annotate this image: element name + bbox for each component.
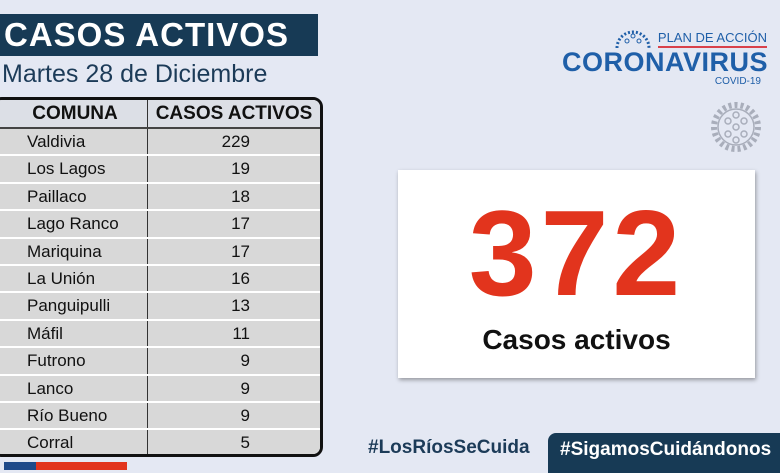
logo-sub: COVID-19 [714,76,761,87]
flag-stripe-red [36,462,127,470]
page-title: CASOS ACTIVOS [0,14,318,56]
casos-cell: 9 [240,378,250,398]
casos-cell: 13 [231,296,250,316]
table-row: Corral 5 [0,430,320,454]
casos-cell: 17 [231,241,250,261]
comuna-cell: Máfil [0,320,148,347]
flag-stripe-blue [4,462,36,470]
casos-cell: 16 [231,268,250,288]
casos-cell: 11 [232,323,250,343]
table-header: COMUNA CASOS ACTIVOS [0,100,320,129]
total-card: 372 Casos activos [398,170,755,378]
casos-cell: 19 [231,159,250,179]
comuna-cell: Mariquina [0,238,148,264]
comuna-cell: La Unión [0,265,148,292]
comuna-cell: Futrono [0,348,148,374]
table-row: Máfil 11 [0,320,320,349]
table-row: Lanco 9 [0,375,320,403]
coronavirus-logo: PLAN DE ACCIÓN CORONAVIRUS COVID-19 [562,26,769,87]
comuna-cell: Valdivia [0,129,148,155]
table-row: Valdivia 229 [0,129,320,157]
logo-plan: PLAN DE ACCIÓN [657,30,767,48]
casos-cell: 9 [240,351,250,371]
table-row: Río Bueno 9 [0,402,320,431]
comuna-cell: Paillaco [0,183,148,210]
casos-cell: 5 [240,433,250,453]
table-row: Lago Ranco 17 [0,211,320,239]
total-value: 372 [468,185,685,321]
casos-cell: 17 [231,214,250,234]
table-row: Mariquina 17 [0,238,320,266]
table-row: Panguipulli 13 [0,293,320,321]
table-row: Los Lagos 19 [0,156,320,184]
casos-cell: 9 [240,405,250,425]
cases-table: COMUNA CASOS ACTIVOS Valdivia 229 Los Lago… [0,97,323,457]
comuna-cell: Río Bueno [0,402,148,429]
comuna-cell: Corral [0,430,148,454]
hashtag-sigamos: #SigamosCuidándonos [548,433,780,473]
comuna-cell: Los Lagos [0,156,148,182]
comuna-cell: Lago Ranco [0,211,148,237]
casos-cell: 18 [231,186,250,206]
header-comuna: COMUNA [0,100,148,127]
table-row: Futrono 9 [0,348,320,376]
table-row: Paillaco 18 [0,183,320,212]
virus-icon [711,102,761,152]
hashtag-losrios: #LosRíosSeCuida [368,437,530,458]
header-casos: CASOS ACTIVOS [155,103,313,124]
table-row: La Unión 16 [0,265,320,294]
virus-icon [615,30,651,49]
comuna-cell: Panguipulli [0,293,148,319]
total-label: Casos activos [482,324,671,355]
date-subtitle: Martes 28 de Diciembre [2,60,268,88]
comuna-cell: Lanco [0,375,148,401]
logo-name: CORONAVIRUS [562,47,769,77]
casos-cell: 229 [221,132,250,151]
